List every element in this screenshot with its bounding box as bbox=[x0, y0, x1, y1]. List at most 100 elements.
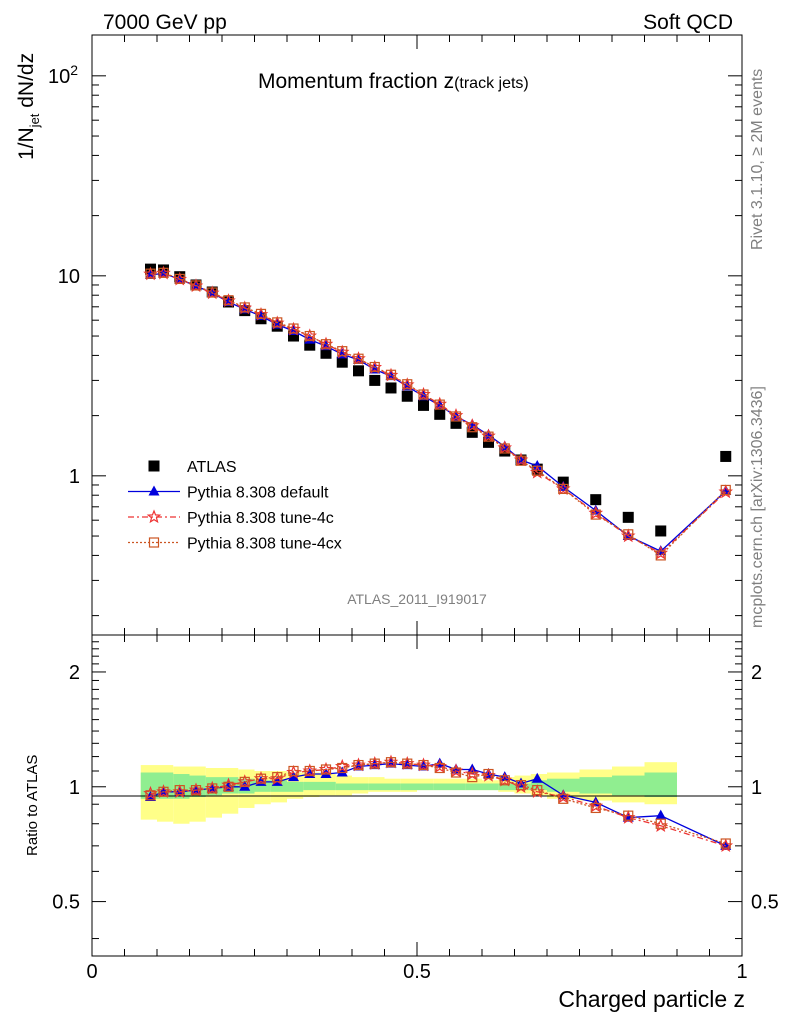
upper-panel bbox=[91, 34, 743, 636]
ratio-point bbox=[239, 780, 251, 791]
mc-data-point bbox=[145, 268, 156, 279]
inner-band-segment bbox=[400, 783, 417, 791]
atlas-data-point bbox=[590, 494, 602, 506]
atlas-data-point bbox=[434, 408, 446, 420]
axis-tick-labels: 1 10 102 0.5 0.5 1 1 2 2 0 0.5 1 bbox=[48, 62, 779, 983]
ratio-point bbox=[158, 786, 169, 797]
mc-data-point bbox=[337, 346, 348, 357]
ratio-point bbox=[418, 759, 429, 771]
inner-band-segment bbox=[287, 781, 304, 792]
ratio-y-tick-label: 1 bbox=[69, 777, 80, 799]
legend-entry: ATLAS bbox=[148, 459, 237, 476]
ratio-point bbox=[320, 768, 332, 779]
inner-band-segment bbox=[384, 783, 401, 791]
mc-data-point bbox=[353, 353, 364, 364]
ratio-point bbox=[288, 771, 299, 782]
inner-band-segment bbox=[254, 780, 271, 792]
ratio-point bbox=[239, 776, 250, 787]
y-label-main: 1/N bbox=[15, 127, 38, 160]
inner-band-segment bbox=[644, 772, 677, 798]
ratio-point bbox=[190, 785, 202, 796]
mc-data-point bbox=[385, 369, 397, 380]
energy-label: 7000 GeV pp bbox=[103, 11, 227, 34]
ratio-uncertainty-bands bbox=[140, 762, 677, 824]
legend-label: ATLAS bbox=[187, 459, 237, 476]
chart-title-main: Momentum fraction z bbox=[258, 70, 454, 93]
mc-data-point bbox=[655, 550, 666, 561]
atlas-data-point bbox=[353, 365, 364, 377]
analysis-id-label: ATLAS_2011_I919017 bbox=[347, 591, 487, 607]
ratio-point bbox=[532, 785, 543, 796]
ratio-line bbox=[150, 761, 726, 845]
mc-data-point bbox=[590, 509, 601, 520]
ratio-y-tick-label-right: 1 bbox=[751, 777, 762, 799]
legend-marker bbox=[148, 537, 160, 548]
mc-data-point bbox=[483, 431, 494, 442]
mc-data-point bbox=[515, 455, 527, 466]
atlas-data-point bbox=[720, 450, 732, 462]
y-tick-label: 102 bbox=[48, 62, 78, 88]
ratio-pythia-8-308-tune-4cx bbox=[145, 757, 731, 849]
ratio-point bbox=[304, 765, 315, 777]
category-label: Soft QCD bbox=[643, 11, 733, 34]
lower-frame bbox=[91, 634, 743, 957]
ratio-point bbox=[515, 780, 527, 791]
atlas-data-point bbox=[288, 330, 299, 342]
legend-marker bbox=[146, 509, 162, 524]
mc-data-point bbox=[190, 280, 202, 291]
ratio-point bbox=[499, 775, 510, 786]
inner-band-segment bbox=[449, 783, 466, 791]
lower-panel bbox=[91, 634, 743, 957]
atlas-data-point bbox=[385, 382, 397, 394]
mc-data-point bbox=[467, 422, 478, 433]
y-axis-label-lower: Ratio to ATLAS bbox=[24, 755, 41, 856]
y-label-sub: jet bbox=[27, 113, 42, 128]
ratio-point bbox=[558, 793, 569, 804]
mc-data-point bbox=[402, 379, 413, 390]
mc-data-point bbox=[720, 484, 731, 496]
y-tick-label: 10 bbox=[58, 266, 80, 288]
ratio-point bbox=[623, 810, 634, 821]
inner-band-segment bbox=[482, 783, 499, 791]
y-tick-label: 1 bbox=[69, 466, 80, 488]
mc-data-point bbox=[623, 529, 634, 540]
mc-data-point bbox=[557, 480, 569, 491]
ratio-y-tick-label: 2 bbox=[69, 662, 80, 684]
ratio-point bbox=[402, 758, 413, 769]
mc-data-point bbox=[272, 317, 283, 328]
x-tick-label: 0.5 bbox=[403, 961, 431, 983]
mcplots-label: mcplots.cern.ch [arXiv:1306.3436] bbox=[749, 386, 766, 628]
inner-band-segment bbox=[579, 777, 612, 794]
inner-band-segment bbox=[465, 783, 482, 791]
x-axis-label: Charged particle z bbox=[558, 986, 745, 1012]
mc-data-point bbox=[223, 295, 234, 306]
ratio-y-tick-label: 0.5 bbox=[52, 892, 80, 914]
atlas-data-point bbox=[483, 436, 494, 448]
mc-data-point bbox=[655, 545, 667, 556]
mc-data-point bbox=[255, 308, 267, 320]
legend-marker bbox=[148, 485, 160, 496]
inner-band-segment bbox=[612, 775, 645, 796]
series-line bbox=[150, 272, 727, 557]
mc-data-point bbox=[434, 399, 445, 410]
atlas-data-point bbox=[304, 339, 316, 351]
inner-band-segment bbox=[417, 783, 434, 791]
series-pythia-8-308-tune-4cx bbox=[145, 267, 731, 561]
ratio-point bbox=[336, 766, 348, 777]
ratio-point bbox=[174, 785, 185, 796]
atlas-data-point bbox=[466, 426, 478, 438]
chart-title: Momentum fraction z(track jets) bbox=[258, 70, 529, 93]
ratio-point bbox=[320, 764, 332, 775]
legend-entry: Pythia 8.308 tune-4c bbox=[128, 509, 334, 527]
inner-band-segment bbox=[547, 778, 580, 792]
ratio-point bbox=[337, 762, 348, 774]
mc-data-point bbox=[499, 443, 510, 454]
mc-data-point bbox=[320, 339, 332, 350]
ratio-point bbox=[434, 762, 445, 774]
inner-band-segment bbox=[498, 783, 515, 791]
mc-data-point bbox=[558, 483, 569, 495]
x-tick-label: 0 bbox=[86, 961, 97, 983]
legend-entry: Pythia 8.308 default bbox=[128, 485, 329, 502]
y-label-tail: dN/dz bbox=[15, 53, 38, 114]
